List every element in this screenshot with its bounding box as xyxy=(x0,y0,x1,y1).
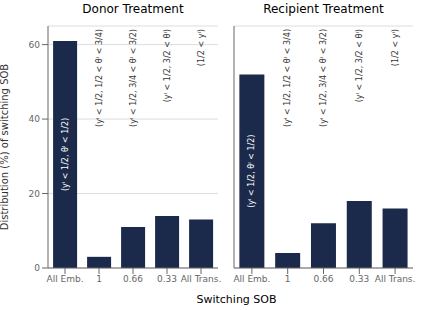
svg-text:1: 1 xyxy=(285,274,291,284)
svg-text:All Trans.: All Trans. xyxy=(181,274,222,284)
svg-text:(yᴵ < 1/2, 3/2 < θᴵ): (yᴵ < 1/2, 3/2 < θᴵ) xyxy=(355,29,364,102)
svg-text:0.33: 0.33 xyxy=(349,274,369,284)
svg-text:All Trans.: All Trans. xyxy=(375,274,416,284)
html-text:Switching SOB: Switching SOB xyxy=(196,293,277,306)
svg-text:0: 0 xyxy=(34,263,40,273)
html-text:Recipient Treatment: Recipient Treatment xyxy=(263,2,384,16)
svg-text:(yᴵ < 1/2, 3/4 < θᴵ < 3/2): (yᴵ < 1/2, 3/4 < θᴵ < 3/2) xyxy=(319,29,328,127)
svg-text:60: 60 xyxy=(29,40,41,50)
svg-text:(yᴵ < 1/2, 3/4 < θᴵ < 3/2): (yᴵ < 1/2, 3/4 < θᴵ < 3/2) xyxy=(129,29,138,127)
svg-text:1: 1 xyxy=(96,274,102,284)
svg-text:40: 40 xyxy=(29,114,41,124)
svg-text:20: 20 xyxy=(29,189,41,199)
svg-text:(1/2 < yᴵ): (1/2 < yᴵ) xyxy=(391,29,400,66)
svg-text:All Emb.: All Emb. xyxy=(233,274,270,284)
svg-text:0.66: 0.66 xyxy=(123,274,143,284)
svg-text:(yᴵ < 1/2, 1/2 < θᴵ < 3/4): (yᴵ < 1/2, 1/2 < θᴵ < 3/4) xyxy=(95,29,104,127)
svg-text:(yᴵ < 1/2, 1/2 < θᴵ < 3/4): (yᴵ < 1/2, 1/2 < θᴵ < 3/4) xyxy=(283,29,292,127)
svg-text:0.33: 0.33 xyxy=(157,274,177,284)
svg-text:0.66: 0.66 xyxy=(313,274,333,284)
svg-text:All Emb.: All Emb. xyxy=(46,274,83,284)
html-text:Donor Treatment: Donor Treatment xyxy=(82,2,184,16)
svg-text:(yᴵ < 1/2, θᴵ < 1/2): (yᴵ < 1/2, θᴵ < 1/2) xyxy=(61,118,70,191)
svg-text:(yᴵ < 1/2, 3/2 < θᴵ): (yᴵ < 1/2, 3/2 < θᴵ) xyxy=(163,29,172,102)
svg-text:(yᴵ < 1/2, θᴵ < 1/2): (yᴵ < 1/2, θᴵ < 1/2) xyxy=(247,135,256,208)
svg-text:(1/2 < yᴵ): (1/2 < yᴵ) xyxy=(197,29,206,66)
svg-text:Distribution (%) of switching: Distribution (%) of switching SOB xyxy=(8,64,10,231)
